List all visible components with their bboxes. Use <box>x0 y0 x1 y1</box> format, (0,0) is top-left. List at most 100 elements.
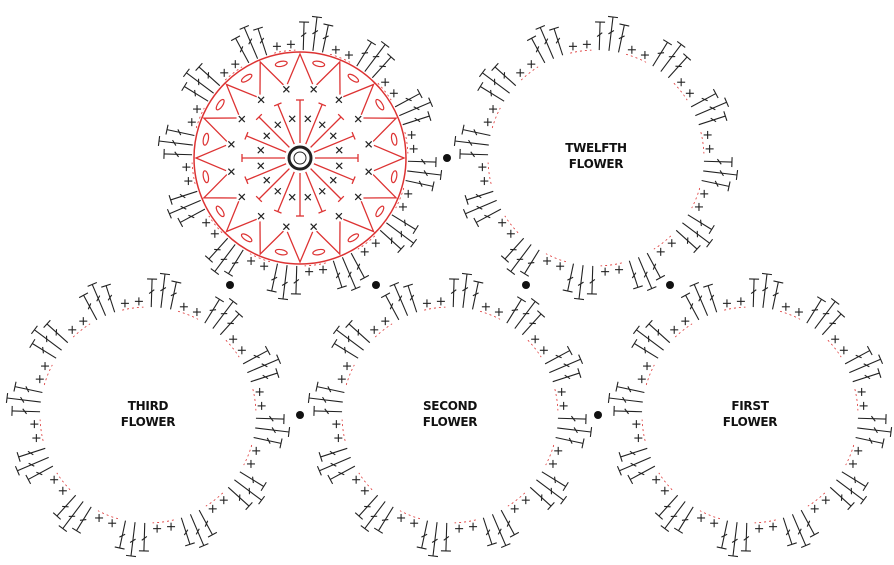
stitch-line <box>731 538 738 543</box>
stitch-line <box>462 287 469 292</box>
stitch-line <box>485 529 491 536</box>
stitch-line <box>690 93 717 108</box>
stitch-line <box>336 329 364 351</box>
stitch-line <box>680 292 691 299</box>
stitch-line <box>78 292 89 299</box>
stitch-line <box>797 528 802 535</box>
stitch-line <box>266 437 271 444</box>
stitch-line <box>527 262 535 264</box>
stitch-line <box>208 237 229 260</box>
stitch-line <box>255 427 290 433</box>
stitch-line <box>198 543 209 549</box>
chain-arc <box>274 49 296 54</box>
stitch-line <box>239 471 264 487</box>
stitch-line <box>271 427 276 434</box>
center-ring <box>293 151 307 165</box>
stitch-line <box>158 140 193 146</box>
join-dot <box>594 411 602 419</box>
stitch-line <box>329 465 356 480</box>
x-stitch <box>329 176 337 184</box>
stitch-line <box>214 296 225 303</box>
stitch-line <box>506 299 522 324</box>
stitch-line <box>727 554 739 558</box>
stitch-line <box>544 38 549 45</box>
stitch-line <box>279 438 283 449</box>
chain-arc <box>487 162 492 184</box>
stitch-line <box>282 265 288 300</box>
stitch-line <box>32 343 57 359</box>
stitch-line <box>281 281 288 286</box>
stitch-line <box>380 292 391 299</box>
stitch-line <box>637 257 653 289</box>
chain-arc <box>545 253 567 263</box>
x-stitch <box>263 176 271 184</box>
stitch-line <box>258 495 266 505</box>
stitch-line <box>541 471 566 487</box>
flower-label: FLOWER <box>121 415 176 429</box>
chain-arc <box>252 389 257 411</box>
stitch-line <box>620 447 648 458</box>
stitch-line <box>608 16 614 51</box>
stitch-line <box>260 481 267 492</box>
stitch-line <box>719 170 724 177</box>
stitch-line <box>347 271 352 278</box>
stitch-line <box>567 276 574 281</box>
stitch-line <box>761 272 773 276</box>
stitch-line <box>182 68 190 78</box>
chain-arc <box>225 339 240 358</box>
stitch-line <box>536 479 564 501</box>
stitch-line <box>857 427 892 433</box>
stitch-line <box>307 392 311 404</box>
x-stitch <box>304 193 312 201</box>
chain-arc <box>404 132 409 154</box>
stitch-line <box>385 294 400 321</box>
stitch-line <box>345 319 353 329</box>
stitch-line <box>562 481 569 492</box>
petal <box>316 221 341 256</box>
stitch-line <box>830 297 840 305</box>
x-stitch <box>335 146 343 154</box>
chain-oval <box>240 73 253 83</box>
spoke <box>310 116 342 148</box>
stitch-line <box>615 381 619 392</box>
stitch-line <box>79 519 87 521</box>
stitch-line <box>616 386 645 394</box>
chain-arc <box>205 492 224 507</box>
petal <box>194 144 227 172</box>
stitch-line <box>664 501 686 529</box>
chain-arc <box>341 419 346 441</box>
petal <box>286 52 314 85</box>
stitch-line <box>407 160 436 163</box>
stitch-line <box>334 343 359 359</box>
chain-arc <box>658 472 673 491</box>
stitch-line <box>619 23 630 27</box>
stitch-line <box>300 32 307 38</box>
stitch-line <box>466 190 494 201</box>
chain-arc <box>673 82 688 101</box>
chain-arc <box>520 66 539 81</box>
chain-oval <box>390 170 398 184</box>
petal <box>343 201 375 233</box>
stitch-line <box>234 479 262 501</box>
stitch-line <box>568 437 573 444</box>
stitch-line <box>462 208 468 219</box>
stitch-line <box>371 56 392 79</box>
stitch-line <box>800 543 811 549</box>
stitch-line <box>554 476 556 484</box>
chain-oval <box>375 205 385 218</box>
stitch-line <box>27 450 34 456</box>
stitch-line <box>314 410 343 413</box>
spoke-bar <box>318 102 327 107</box>
stitch-line <box>323 23 334 27</box>
x-stitch <box>288 193 296 201</box>
spoke-bar <box>351 131 356 140</box>
join-dot <box>443 154 451 162</box>
stitch-line <box>379 229 402 250</box>
stitch-line <box>570 415 576 422</box>
stitch-line <box>627 474 634 485</box>
stitch-line <box>210 268 220 276</box>
x-stitch <box>288 115 296 123</box>
stitch-line <box>293 278 300 284</box>
stitch-line <box>478 68 486 78</box>
stitch-line <box>660 525 670 533</box>
